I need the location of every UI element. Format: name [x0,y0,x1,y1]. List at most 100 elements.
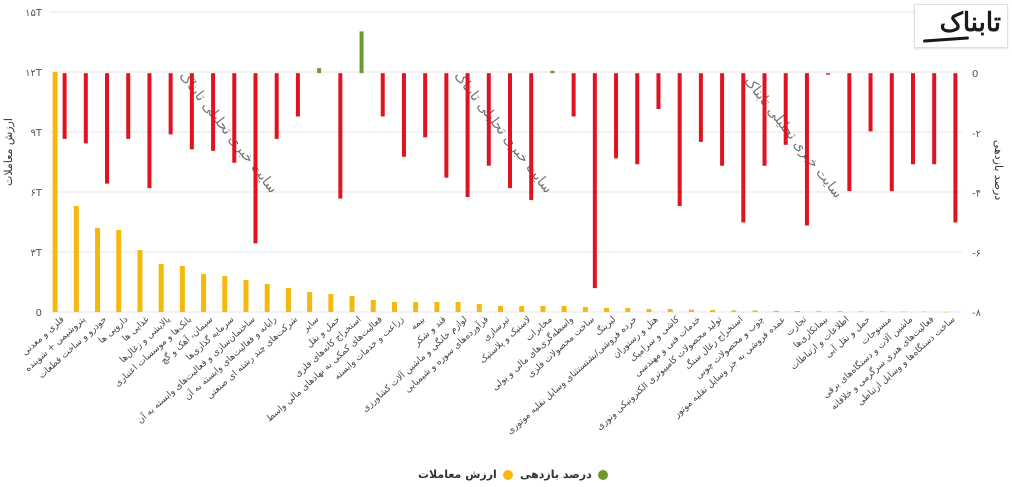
volume-bar [349,296,355,312]
return-bar [147,73,152,189]
volume-bar [519,306,525,312]
left-axis-title: ارزش معاملات [2,118,15,186]
watermark-text: سایت خبری تحلیلی تابناک [741,74,846,202]
return-bar [317,68,322,74]
volume-bar [625,308,631,312]
return-bar [359,31,364,74]
left-tick-label: 0 [36,308,42,319]
return-bar [932,73,937,165]
volume-bar [73,206,79,312]
volume-bar [646,309,652,312]
volume-bar [900,311,906,313]
return-bar [423,73,428,138]
return-bar [444,73,449,178]
return-bar [62,73,67,139]
return-bar [253,73,258,244]
site-logo: تابناک [914,4,1008,48]
logo-swoosh [922,36,970,43]
logo-text: تابناک [939,8,1001,38]
return-bar [804,73,809,226]
return-bar [571,73,576,117]
volume-bar [667,309,673,312]
legend-return-label: درصد بازدهی [520,468,592,481]
volume-bar [816,311,822,312]
return-bar [486,73,491,166]
return-bar [295,73,300,117]
legend-return-swatch [597,469,608,480]
right-axis: -۸ -۶ -۴ -۲ 0 درصد بازدهی [972,69,1005,319]
volume-bar [455,302,461,312]
volume-bar [582,307,588,312]
volume-bar [604,308,610,312]
volume-bar [370,300,376,312]
volume-bar [710,310,716,312]
volume-bar [858,311,864,312]
volume-bar [922,311,928,313]
return-bar [677,73,682,207]
return-bar [762,73,767,166]
return-bar [826,73,831,75]
return-bar [889,73,894,192]
left-axis: 0 ۳T ۶T ۹T ۱۲T ۱۵T ارزش معاملات [2,8,43,319]
volume-bar [307,292,313,312]
return-bar [508,73,512,189]
left-tick-label: ۱۲T [25,68,43,79]
return-bar [847,73,852,192]
right-tick-label: -۴ [972,189,981,200]
volume-bar [116,230,122,312]
volume-bar [52,72,58,312]
return-bar [783,73,788,145]
volume-bar [476,304,482,312]
return-bar [614,73,619,159]
volume-bar [158,264,164,312]
right-tick-label: -۲ [972,129,981,140]
return-bar [126,73,131,139]
volume-bar [413,302,419,312]
volume-bar [222,276,228,312]
legend-volume-swatch [502,469,513,480]
legend-volume-label: ارزش معاملات [418,468,497,481]
volume-bar [391,302,397,312]
legend-volume[interactable]: ارزش معاملات [418,468,513,481]
return-bar [168,73,173,135]
return-bar [953,73,958,223]
legend-return[interactable]: درصد بازدهی [520,468,608,481]
return-bar [868,73,873,132]
return-bar [211,73,216,151]
return-bar [232,73,237,163]
volume-bar [943,311,949,313]
volume-bar [540,306,546,312]
return-bar [105,73,110,184]
return-bar [635,73,640,165]
left-tick-label: ۹T [31,128,43,139]
volume-bar [688,309,694,312]
return-bar [656,73,661,110]
volume-bar [752,310,758,312]
return-bar [465,73,470,198]
return-bar [550,70,555,74]
return-bar [910,73,915,165]
volume-bar [434,302,440,312]
return-bar [274,73,279,139]
return-bar [380,73,385,117]
left-tick-label: ۱۵T [25,8,43,19]
return-bar [83,73,88,144]
return-bar [592,73,597,289]
right-tick-label: -۸ [972,308,982,319]
return-bar [720,73,725,166]
left-tick-label: ۶T [31,188,43,199]
return-bar [338,73,343,199]
right-tick-label: -۶ [972,248,981,259]
return-bar [741,73,746,223]
right-tick-label: 0 [972,69,978,80]
return-bar [189,73,194,150]
return-bar [401,73,406,157]
right-axis-title: درصد بازدهی [992,140,1005,201]
volume-bar [285,288,291,312]
volume-bar [879,311,885,312]
left-tick-label: ۳T [31,248,43,259]
volume-bar [731,310,737,312]
volume-bar [137,250,143,312]
